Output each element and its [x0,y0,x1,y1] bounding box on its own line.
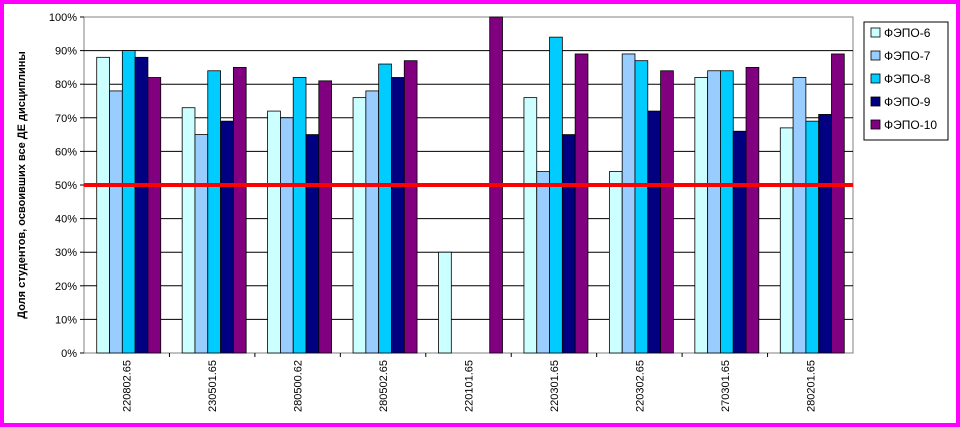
y-tick-label: 40% [55,214,77,226]
bar [707,70,721,354]
y-tick-label: 0% [61,348,77,360]
bar [561,134,576,354]
bar [207,70,221,354]
bar [549,36,563,354]
bar [305,134,320,354]
bar [732,130,747,354]
y-tick-label: 60% [55,146,77,158]
bar [267,110,281,354]
x-axis-categories: 220802.65 230501.65 280500.62 280502.65 2201… [122,353,817,412]
bar [181,107,196,354]
bar [232,67,247,354]
bar [280,117,294,354]
bar [292,77,307,354]
x-category-label: 280500.62 [293,360,305,412]
bar [109,90,123,354]
bar [779,127,794,354]
x-category-label: 220802.65 [122,360,134,412]
y-tick-label: 10% [55,314,77,326]
bar [647,110,661,354]
bar [523,97,538,354]
bar [96,56,110,354]
legend-swatch [870,27,881,38]
bar [621,53,636,354]
bar [391,77,405,354]
legend-label: ФЭПО-6 [884,26,931,40]
bar [608,171,623,354]
legend-swatch [870,50,881,61]
y-tick-label: 30% [55,247,77,259]
legend: ФЭПО-6 ФЭПО-7 ФЭПО-8 ФЭПО-9 ФЭПО-10 [863,21,949,141]
bar [318,80,333,354]
y-axis-label: Доля студентов, освоивших все ДЕ дисципл… [16,51,28,319]
bars [96,16,845,354]
bar [121,50,136,354]
x-category-label: 220101.65 [464,360,476,412]
x-category-label: 220302.65 [634,360,646,412]
y-tick-label: 100% [49,12,77,24]
bar [574,53,589,354]
bar [147,77,162,354]
y-tick-label: 80% [55,79,77,91]
bar [634,60,649,354]
x-category-label: 280201.65 [805,360,817,412]
bar [378,63,392,354]
bar [438,251,452,354]
bar [745,67,760,354]
bar [220,120,234,354]
bar [194,134,209,354]
x-category-label: 270301.65 [720,360,732,412]
y-axis-ticks: 0% 10% 20% 30% 40% 50% 60% 70% 80% 90% 100% [49,12,84,360]
bar [831,53,845,354]
x-category-label: 220301.65 [549,360,561,412]
bar [720,70,734,354]
bar [134,56,149,354]
bar [660,70,674,354]
y-tick-label: 70% [55,113,77,125]
legend-label: ФЭПО-7 [884,49,931,63]
legend-label: ФЭПО-9 [884,95,931,109]
bar [365,90,380,354]
legend-swatch [870,96,881,107]
legend-label: ФЭПО-10 [884,118,937,132]
bar [805,120,820,354]
bar [403,60,418,354]
legend-label: ФЭПО-8 [884,72,931,86]
y-tick-label: 50% [55,180,77,192]
x-category-label: 280502.65 [378,360,390,412]
bar [818,114,832,354]
legend-swatch [870,73,881,84]
y-tick-label: 90% [55,46,77,58]
bar [792,77,807,354]
bar [352,97,367,354]
x-category-label: 230501.65 [207,360,219,412]
legend-swatch [870,119,881,130]
y-tick-label: 20% [55,281,77,293]
bar [536,171,550,354]
bar [694,77,709,354]
